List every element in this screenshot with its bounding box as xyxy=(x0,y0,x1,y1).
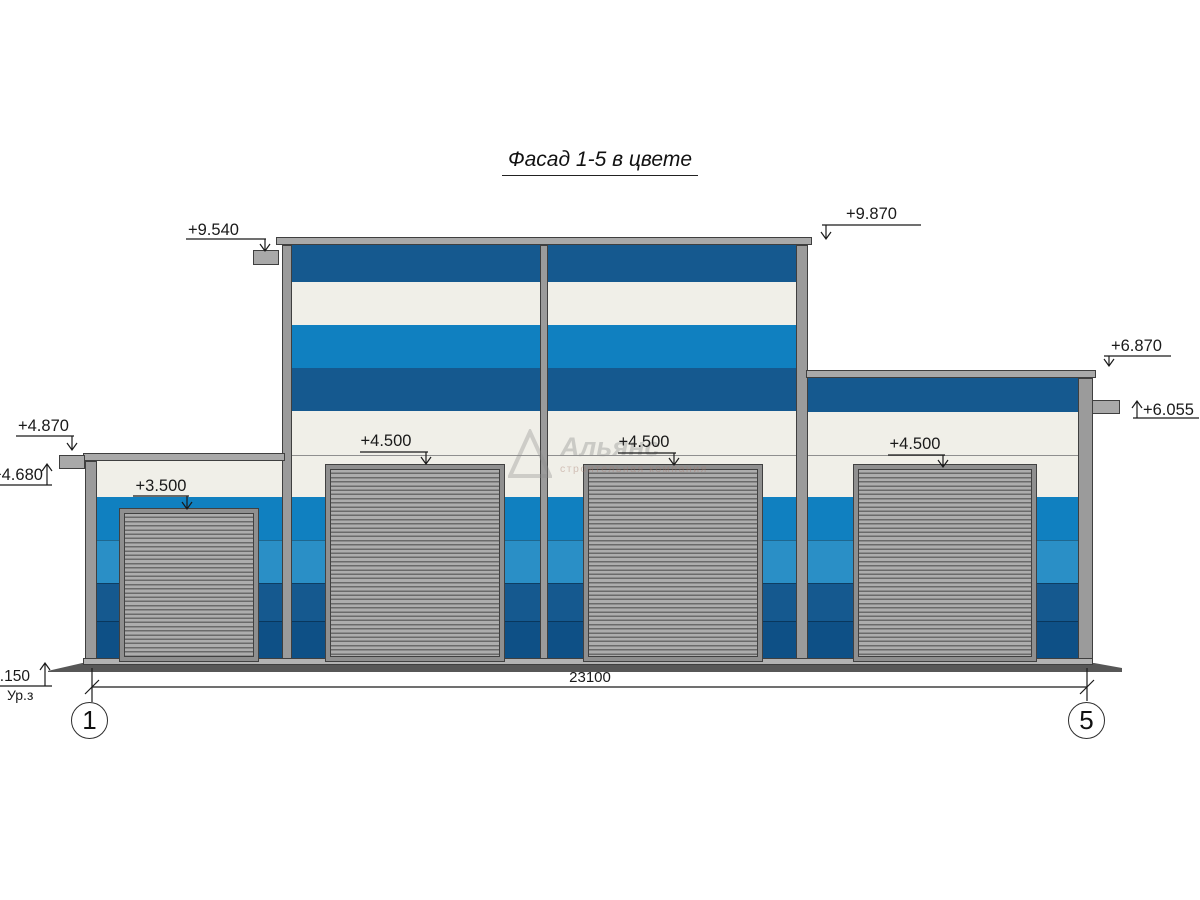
elevation-label-9870: +9.870 xyxy=(846,205,897,223)
overall-dimension-label: 23100 xyxy=(569,669,611,686)
elevation-label-ground: -0.150 xyxy=(0,668,30,685)
column-grid-4 xyxy=(796,245,808,663)
roller-door-1 xyxy=(119,508,259,662)
roller-door-2 xyxy=(325,464,505,662)
ground-line xyxy=(48,663,1122,672)
column-grid-1 xyxy=(85,461,97,663)
panel-dark-blue xyxy=(292,245,540,282)
drawing-title: Фасад 1-5 в цвете xyxy=(501,148,699,176)
scupper-pipe-right xyxy=(1092,400,1120,414)
ground-level-text: Ур.з xyxy=(7,687,34,703)
watermark-tagline: строительная компания xyxy=(560,462,708,475)
elevation-label-6870: +6.870 xyxy=(1111,337,1162,355)
roller-door-1-slats xyxy=(124,513,254,657)
panel-mid-blue xyxy=(292,325,540,368)
panel-white xyxy=(548,282,796,325)
parapet-cap-left xyxy=(83,453,285,461)
elevation-label-9540: +9.540 xyxy=(188,221,239,239)
scupper-pipe-top-left xyxy=(253,250,279,265)
door4-level-label: +4.500 xyxy=(889,435,941,453)
roller-door-3 xyxy=(583,464,763,662)
panel-dark-blue xyxy=(292,368,540,411)
panel-dark-blue xyxy=(808,378,1078,412)
door2-level-label: +4.500 xyxy=(360,432,412,450)
grid-axis-1-label: 1 xyxy=(82,705,97,735)
panel-white xyxy=(97,461,282,497)
panel-joint-line xyxy=(292,455,1078,456)
roller-door-2-slats xyxy=(330,469,500,657)
elevation-label-4870: +4.870 xyxy=(18,417,69,435)
roller-door-3-slats xyxy=(588,469,758,657)
watermark-triangle-logo xyxy=(508,429,552,478)
elevation-label-4680: +4.680 xyxy=(0,466,43,484)
door3-level-label: +4.500 xyxy=(618,433,670,451)
grid-axis-1: 1 xyxy=(71,702,108,739)
door1-level-label: +3.500 xyxy=(135,477,187,495)
parapet-cap-center xyxy=(276,237,812,245)
roller-door-4 xyxy=(853,464,1037,662)
panel-white xyxy=(292,282,540,325)
panel-dark-blue xyxy=(548,245,796,282)
panel-dark-blue xyxy=(548,368,796,411)
elevation-label-6055: +6.055 xyxy=(1143,401,1194,419)
parapet-cap-right xyxy=(806,370,1096,378)
grid-axis-5-label: 5 xyxy=(1079,705,1094,735)
panel-mid-blue xyxy=(548,325,796,368)
grid-axis-5: 5 xyxy=(1068,702,1105,739)
scupper-pipe-left xyxy=(59,455,85,469)
column-grid-5 xyxy=(1078,378,1093,663)
roller-door-4-slats xyxy=(858,469,1032,657)
